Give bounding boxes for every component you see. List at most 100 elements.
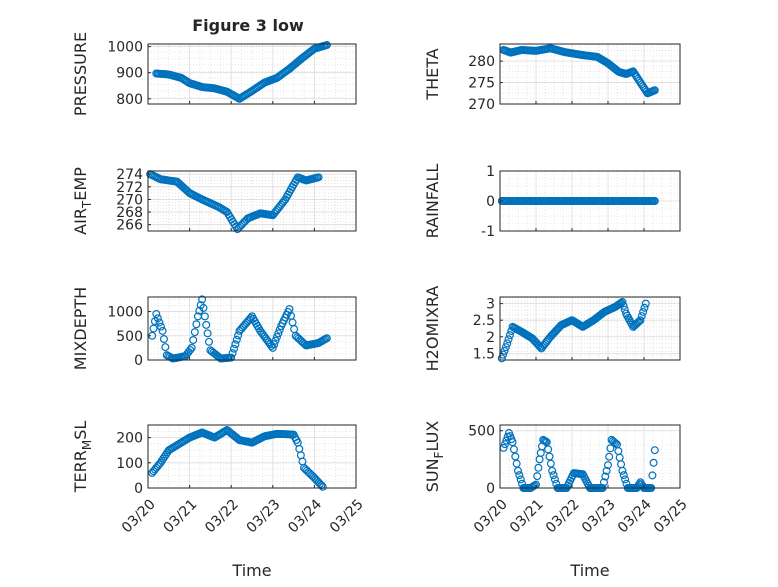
data-point <box>533 472 542 481</box>
data-point <box>633 318 642 327</box>
data-point <box>322 41 331 50</box>
y-tick-label: 500 <box>468 424 495 440</box>
data-point <box>314 173 323 182</box>
y-tick-label: 272 <box>116 180 143 196</box>
y-tick-label: -1 <box>481 224 495 240</box>
y-tick-label: 275 <box>468 76 495 92</box>
y-tick-label: 266 <box>116 218 143 234</box>
subplot-theta: 270 275 280 THETA <box>423 43 681 113</box>
data-point <box>274 329 283 338</box>
axes-box <box>499 296 681 361</box>
data-point <box>648 471 657 480</box>
data-point <box>501 343 510 352</box>
data-point <box>603 461 612 470</box>
data-point <box>639 307 648 316</box>
y-axis-label: AIRTEMP <box>71 167 94 235</box>
y-axis-label: SUNFLUX <box>423 421 446 493</box>
data-point <box>636 316 645 325</box>
data-point <box>649 458 658 467</box>
data-point <box>500 346 509 355</box>
data-point <box>190 328 199 337</box>
y-axis-label-subscript: M <box>80 440 94 450</box>
data-point <box>606 444 615 453</box>
y-axis-label: PRESSURE <box>71 32 90 116</box>
data-point <box>641 299 650 308</box>
data-point <box>198 295 207 304</box>
data-point <box>189 336 198 345</box>
data-point <box>322 334 331 343</box>
data-point <box>186 345 195 354</box>
data-point <box>232 335 241 344</box>
subplot-pressure: 800 900 1000 PRESSURE <box>71 32 357 116</box>
plot-area <box>148 425 356 488</box>
y-axis-label-part: SUN <box>423 458 442 492</box>
data-point <box>599 478 608 487</box>
data-point <box>513 466 522 475</box>
y-axis-label: MIXDEPTH <box>71 287 90 370</box>
data-point <box>504 335 513 344</box>
y-tick-label: 1.5 <box>473 346 495 362</box>
y-tick-label: 1 <box>486 164 495 180</box>
data-point <box>497 354 506 363</box>
data-point <box>550 475 559 484</box>
data-point <box>505 331 514 340</box>
x-axis-label: Time <box>569 561 609 580</box>
y-axis-label: H2OMIXRA <box>423 286 442 372</box>
subplot-mixdepth: 0 500 1000 MIXDEPTH <box>71 287 357 370</box>
data-point <box>601 472 610 481</box>
subplot-h2omixra: 1.522.53 H2OMIXRA <box>423 286 681 372</box>
y-tick-label: 2.5 <box>473 313 495 329</box>
data-point <box>530 481 539 490</box>
y-tick-label: 800 <box>116 92 143 108</box>
data-point <box>640 303 649 312</box>
data-point <box>552 479 561 488</box>
data-point <box>602 466 611 475</box>
data-point <box>318 482 327 491</box>
data-point <box>503 339 512 348</box>
axes-box <box>147 424 357 489</box>
y-tick-label: 0 <box>486 194 495 210</box>
axes-box <box>147 296 357 361</box>
data-point <box>516 475 525 484</box>
data-point <box>650 86 659 95</box>
data-point <box>611 439 620 448</box>
data-point <box>227 353 236 362</box>
axes-box <box>147 43 357 105</box>
y-tick-label: 268 <box>116 205 143 221</box>
y-tick-label: 100 <box>116 456 143 472</box>
y-tick-label: 900 <box>116 66 143 82</box>
data-point <box>158 326 167 335</box>
data-point <box>203 329 212 338</box>
data-point <box>272 332 281 341</box>
y-axis-label-part: EMP <box>71 167 90 201</box>
data-point <box>161 343 170 352</box>
data-point <box>622 479 631 488</box>
data-point <box>549 471 558 480</box>
data-point <box>548 466 557 475</box>
data-point <box>192 320 201 329</box>
y-axis-label: TERRMSL <box>71 421 94 494</box>
data-point <box>155 318 164 327</box>
y-tick-label: 1000 <box>107 40 143 56</box>
figure-title: Figure 3 low <box>192 16 304 35</box>
y-axis-label: THETA <box>423 48 442 100</box>
axes-box <box>147 170 357 232</box>
data-point <box>229 344 238 353</box>
y-tick-label: 280 <box>468 54 495 70</box>
data-point <box>149 324 158 333</box>
data-point <box>605 452 614 461</box>
y-tick-label: 3 <box>486 297 495 313</box>
data-point <box>621 475 630 484</box>
data-point <box>231 340 240 349</box>
plot-area <box>500 297 680 360</box>
data-point <box>268 343 277 352</box>
data-point <box>152 309 161 318</box>
y-tick-label: 270 <box>468 97 495 113</box>
y-tick-label: 2 <box>486 330 495 346</box>
subplot-rainfall: -1 0 1 RAINFALL <box>423 164 681 240</box>
data-point <box>650 197 659 206</box>
y-axis-label-part: LUX <box>423 421 442 452</box>
y-tick-label: 1000 <box>107 305 143 321</box>
